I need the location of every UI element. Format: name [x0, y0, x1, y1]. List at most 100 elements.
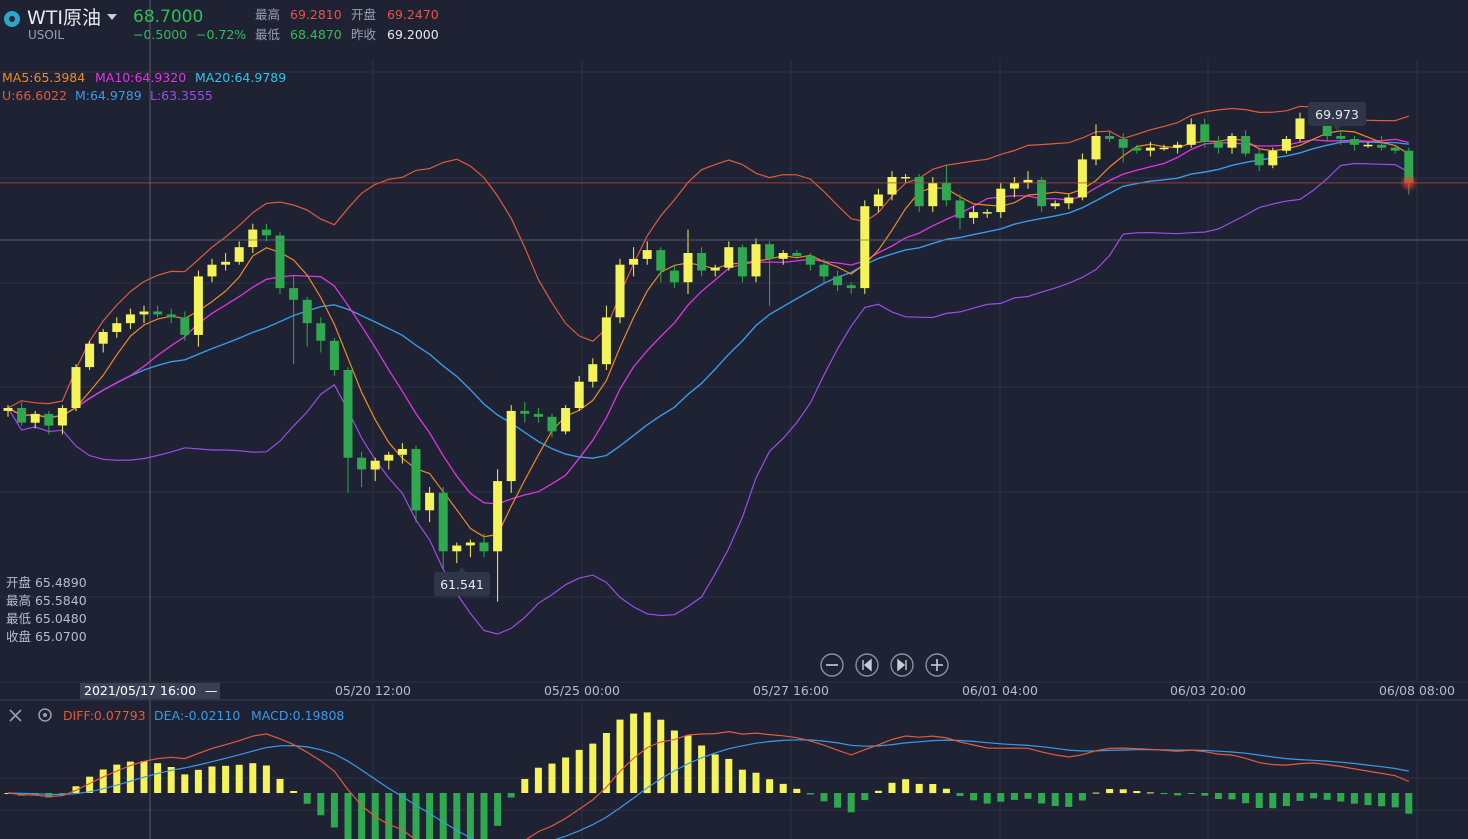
- boll-mid-legend: M:64.9789: [75, 88, 142, 103]
- macd-bar: [698, 745, 706, 793]
- candle-body: [357, 457, 367, 470]
- zoom-out-button[interactable]: [820, 653, 844, 677]
- candle-body: [180, 317, 190, 335]
- candle-body: [1404, 150, 1414, 183]
- candle-body: [520, 410, 530, 414]
- max-price-pointer: [1333, 126, 1341, 131]
- macd-bar: [99, 769, 107, 794]
- candle-body: [139, 311, 149, 315]
- symbol-name[interactable]: WTI原油: [27, 7, 101, 29]
- macd-bar: [235, 764, 243, 793]
- candle-body: [44, 413, 54, 426]
- macd-bar: [657, 719, 665, 794]
- crosshair-time-label: 2021/05/17 16:00: [84, 683, 196, 698]
- macd-settings-button[interactable]: [38, 708, 52, 722]
- macd-bar: [276, 778, 284, 794]
- macd-bar: [888, 782, 896, 793]
- candle-body: [928, 182, 938, 207]
- macd-bar: [521, 779, 529, 793]
- macd-bar: [806, 793, 814, 795]
- macd-bar: [1201, 793, 1209, 796]
- symbol-dropdown-chevron-down-icon[interactable]: [107, 14, 117, 20]
- candle-body: [724, 247, 734, 268]
- candle-body: [1159, 147, 1169, 150]
- close-macd-button[interactable]: [9, 709, 22, 722]
- candle-body: [1213, 141, 1223, 148]
- macd-bar: [45, 793, 53, 798]
- macd-bar: [942, 788, 950, 794]
- macd-bar: [1310, 793, 1318, 799]
- macd-bar: [194, 769, 202, 794]
- macd-bar: [1282, 793, 1290, 806]
- gear-icon: [38, 708, 52, 722]
- candle-body: [887, 177, 897, 195]
- candle-body: [17, 408, 27, 423]
- candle-body: [914, 177, 924, 207]
- macd-bar: [398, 793, 406, 839]
- candle-body: [30, 413, 40, 423]
- macd-bar: [834, 793, 842, 808]
- candle-body: [506, 410, 516, 482]
- open-value: 69.2470: [387, 7, 439, 22]
- candle-body: [1200, 124, 1210, 142]
- gear-icon-center: [43, 713, 47, 717]
- macd-bar: [1010, 793, 1018, 800]
- candle-body: [1145, 147, 1155, 151]
- candle-body: [1091, 136, 1101, 160]
- candle-body: [1064, 197, 1074, 204]
- chart-controls: [820, 653, 949, 677]
- macd-bar: [330, 793, 338, 828]
- ohlc-close: 收盘 65.0700: [6, 629, 87, 644]
- x-tick-label: 06/03 20:00: [1170, 683, 1246, 698]
- skip-back-icon: [855, 653, 879, 677]
- macd-bar: [534, 767, 542, 794]
- candle-body: [1132, 147, 1142, 151]
- macd-value-label: MACD:0.19808: [251, 708, 344, 723]
- candle-body: [656, 250, 666, 271]
- candle-body: [425, 492, 435, 511]
- candle-body: [316, 323, 326, 341]
- jump-end-button[interactable]: [890, 653, 914, 677]
- last-price-glow: [1399, 173, 1418, 192]
- macd-bar: [154, 763, 162, 793]
- candle-body: [479, 542, 489, 552]
- candlestick-series[interactable]: [3, 109, 1414, 602]
- candle-body: [1186, 124, 1196, 145]
- jump-start-button[interactable]: [855, 653, 879, 677]
- symbol-logo-inner: [9, 16, 15, 22]
- macd-dea-label: DEA:-0.02110: [154, 708, 240, 723]
- min-price-pointer: [458, 567, 466, 572]
- candle-body: [1281, 139, 1291, 151]
- candle-body: [737, 247, 747, 277]
- candle-body: [588, 364, 598, 382]
- candle-body: [465, 542, 475, 546]
- macd-lines: [7, 730, 1410, 839]
- ma20-legend: MA20:64.9789: [195, 70, 286, 85]
- last-price: 68.7000: [133, 7, 203, 27]
- macd-bar: [1228, 793, 1236, 800]
- macd-bar: [439, 793, 447, 839]
- macd-bar: [317, 793, 325, 816]
- candle-body: [1023, 179, 1033, 183]
- candle-body: [1105, 136, 1115, 139]
- macd-bar: [1323, 793, 1331, 800]
- macd-bar: [915, 783, 923, 794]
- low-label: 最低: [255, 27, 281, 42]
- zoom-in-button[interactable]: [925, 653, 949, 677]
- candle-body: [57, 408, 67, 426]
- candle-body: [207, 264, 217, 277]
- x-tick-label: 05/27 16:00: [753, 683, 829, 698]
- candle-body: [669, 270, 679, 283]
- macd-bar: [249, 763, 257, 794]
- candle-body: [996, 188, 1006, 213]
- macd-bar: [902, 779, 910, 794]
- candle-body: [805, 255, 815, 265]
- high-label: 最高: [255, 7, 280, 22]
- candle-body: [683, 253, 693, 283]
- macd-bar: [1296, 793, 1304, 801]
- macd-bar: [290, 791, 298, 793]
- candle-body: [955, 200, 965, 218]
- macd-bar: [970, 793, 978, 801]
- macd-bar: [344, 793, 352, 839]
